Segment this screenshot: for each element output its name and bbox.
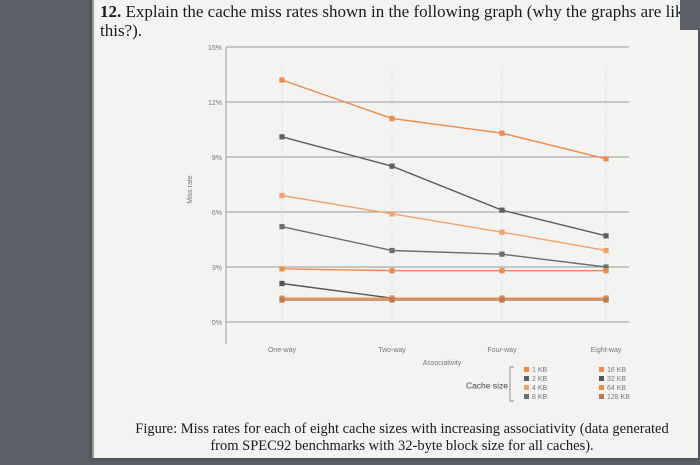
data-point (499, 229, 505, 235)
series-line-1 (281, 136, 607, 237)
legend-swatch (599, 394, 604, 399)
data-point (279, 192, 285, 199)
y-axis-title: Miss rate (187, 175, 194, 204)
series-line-4 (281, 268, 606, 272)
y-tick-label: 0% (212, 320, 222, 327)
y-tick-label: 3% (212, 265, 222, 272)
data-point (279, 280, 285, 287)
data-point (389, 268, 395, 274)
series-line-2 (281, 194, 607, 252)
legend-swatch (524, 394, 529, 399)
data-point (499, 130, 505, 136)
data-point (389, 163, 395, 169)
question-body: Explain the cache miss rates shown in th… (100, 2, 692, 40)
legend-swatch (599, 385, 604, 390)
y-tick-label: 9% (212, 155, 222, 162)
legend-label: 64 KB (607, 385, 626, 392)
data-point (279, 266, 285, 272)
data-point (279, 77, 285, 83)
legend-swatch (599, 376, 604, 381)
legend-label: 4 KB (532, 385, 548, 392)
legend-label: 2 KB (532, 376, 548, 383)
legend-bracket (509, 366, 514, 402)
question-text: 12. Explain the cache miss rates shown i… (100, 2, 698, 40)
x-axis-title: Associativity (423, 360, 462, 367)
data-point (499, 251, 505, 257)
legend-title: Cache size (466, 381, 508, 391)
x-tick-label: Eight-way (591, 347, 622, 354)
data-point (603, 268, 609, 274)
x-tick-label: Two-way (378, 347, 406, 354)
data-point (603, 233, 609, 239)
series-line-3 (281, 225, 607, 268)
data-point (603, 264, 609, 270)
grid-layer (225, 46, 629, 344)
x-tick-label: Four-way (487, 347, 517, 354)
y-tick-label: 6% (212, 210, 222, 217)
legend-swatch (524, 376, 529, 381)
legend-swatch (524, 385, 529, 390)
worksheet-page: 12. Explain the cache miss rates shown i… (92, 0, 698, 458)
data-point (389, 115, 395, 122)
miss-rate-chart: 0% 3% 6% 9% 12% 15% Miss rate One-way Two-way Fou… (187, 45, 630, 402)
series-layer (279, 77, 609, 303)
figure-caption: Figure: Miss rates for each of eight cac… (135, 421, 669, 454)
legend-label: 128 KB (607, 394, 630, 401)
legend-swatch (599, 367, 604, 372)
data-point (279, 134, 285, 140)
series-line-5 (281, 282, 606, 299)
data-point (499, 297, 505, 303)
legend-swatch (524, 367, 529, 372)
data-point (279, 224, 285, 230)
legend-layer: Cache size 1 KB 2 KB 4 KB 8 KB 16 KB 32 KB 64 K… (466, 366, 630, 402)
data-point (499, 207, 505, 213)
data-point (499, 268, 505, 274)
data-point (389, 247, 395, 254)
legend-label: 1 KB (532, 367, 548, 374)
legend-label: 16 KB (607, 367, 626, 374)
question-number: 12. (100, 2, 122, 21)
data-point (279, 297, 285, 303)
data-point (389, 211, 395, 217)
background-edge (680, 0, 700, 30)
data-point (603, 297, 609, 303)
y-tick-label: 12% (208, 100, 222, 107)
y-tick-label: 15% (208, 45, 222, 52)
x-tick-label: One-way (268, 347, 297, 354)
data-point (389, 297, 395, 303)
legend-label: 8 KB (532, 394, 548, 401)
legend-label: 32 KB (607, 376, 626, 383)
data-point (603, 156, 609, 162)
series-line-0 (281, 79, 607, 160)
data-point (603, 247, 609, 254)
axis-layer: 0% 3% 6% 9% 12% 15% Miss rate One-way Two-way Fou… (187, 45, 622, 367)
